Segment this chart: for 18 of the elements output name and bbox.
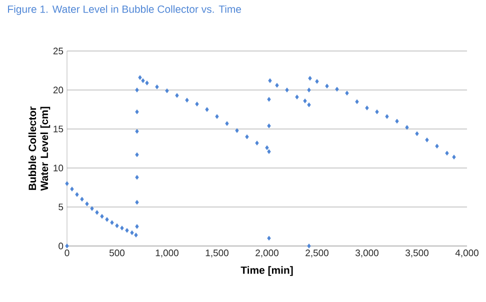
x-tick-label: 1,500 — [206, 250, 228, 258]
x-axis-title: Time [min] — [240, 266, 293, 276]
x-tick-label: 4,000 — [455, 250, 478, 258]
y-tick-label: 15 — [54, 126, 64, 132]
y-tick-label: 10 — [54, 164, 64, 172]
x-tick-label: 3,000 — [356, 250, 378, 258]
y-tick-label: 25 — [53, 48, 64, 54]
chart-title: Figure 1. Water Level in Bubble Collector vs. Time — [8, 5, 241, 15]
x-tick-label: 500 — [109, 250, 125, 256]
x-tick-label: 3,500 — [406, 250, 428, 258]
y-tick-label: 20 — [53, 86, 64, 94]
y-tick-label: 5 — [58, 204, 64, 210]
y-axis-title: Bubble Collector Water Level [cm] — [28, 106, 50, 191]
x-tick-label: 2,000 — [256, 250, 278, 258]
x-tick-label: 0 — [64, 250, 70, 256]
y-tick-label: 0 — [58, 242, 64, 250]
x-tick-label: 1,000 — [156, 250, 178, 258]
x-tick-label: 2,500 — [306, 250, 328, 258]
